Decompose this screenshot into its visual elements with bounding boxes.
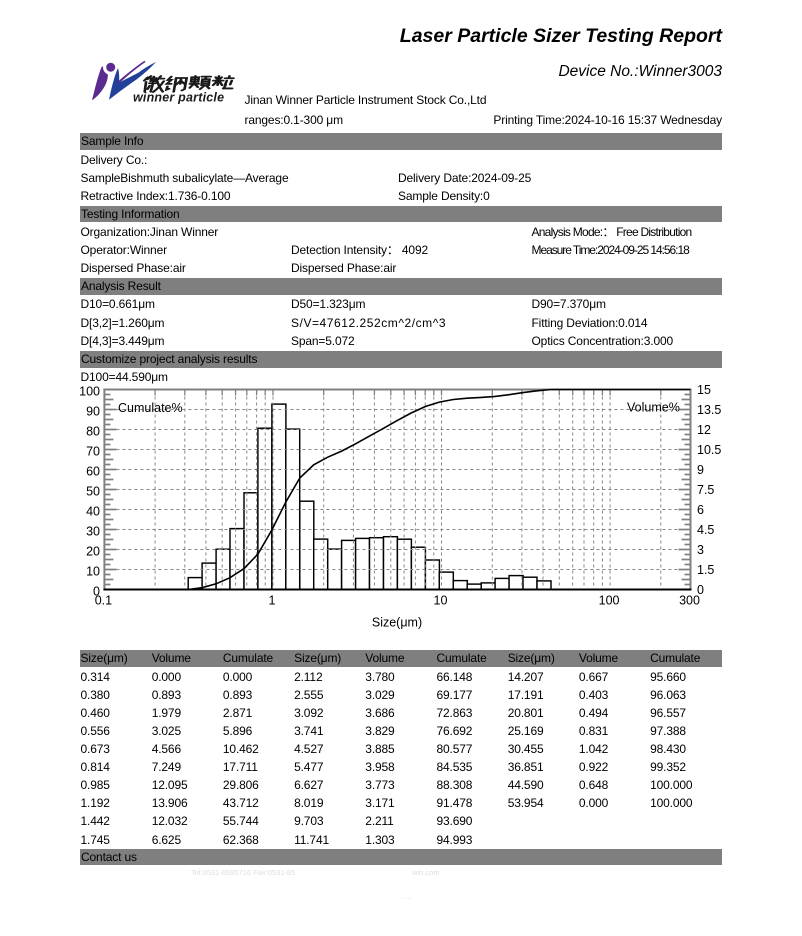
svg-text:100: 100 (599, 594, 620, 608)
svg-text:15: 15 (697, 385, 711, 397)
svg-text:10.5: 10.5 (697, 443, 721, 457)
svg-text:300: 300 (679, 594, 700, 608)
svg-text:winner particle: winner particle (133, 91, 224, 105)
svg-text:0.1: 0.1 (95, 594, 112, 608)
svg-text:3: 3 (697, 543, 704, 557)
svg-text:40: 40 (86, 505, 100, 519)
svg-text:7.5: 7.5 (697, 483, 714, 497)
svg-text:90: 90 (86, 405, 100, 419)
svg-text:20: 20 (86, 545, 100, 559)
svg-text:70: 70 (86, 445, 100, 459)
svg-text:13.5: 13.5 (697, 403, 721, 417)
svg-text:0: 0 (93, 585, 100, 599)
svg-text:4.5: 4.5 (697, 523, 714, 537)
svg-text:12: 12 (697, 423, 711, 437)
svg-text:Volume%: Volume% (627, 401, 680, 415)
svg-text:50: 50 (86, 485, 100, 499)
svg-text:80: 80 (86, 425, 100, 439)
svg-text:60: 60 (86, 465, 100, 479)
svg-text:10: 10 (434, 594, 448, 608)
svg-text:100: 100 (79, 385, 100, 399)
svg-text:6: 6 (697, 503, 704, 517)
svg-text:10: 10 (86, 565, 100, 579)
svg-text:30: 30 (86, 525, 100, 539)
svg-text:1: 1 (269, 594, 276, 608)
svg-text:9: 9 (697, 463, 704, 477)
svg-text:Cumulate%: Cumulate% (118, 401, 183, 415)
svg-text:0: 0 (697, 583, 704, 597)
svg-text:Size(μm): Size(μm) (372, 616, 422, 630)
svg-text:1.5: 1.5 (697, 563, 714, 577)
